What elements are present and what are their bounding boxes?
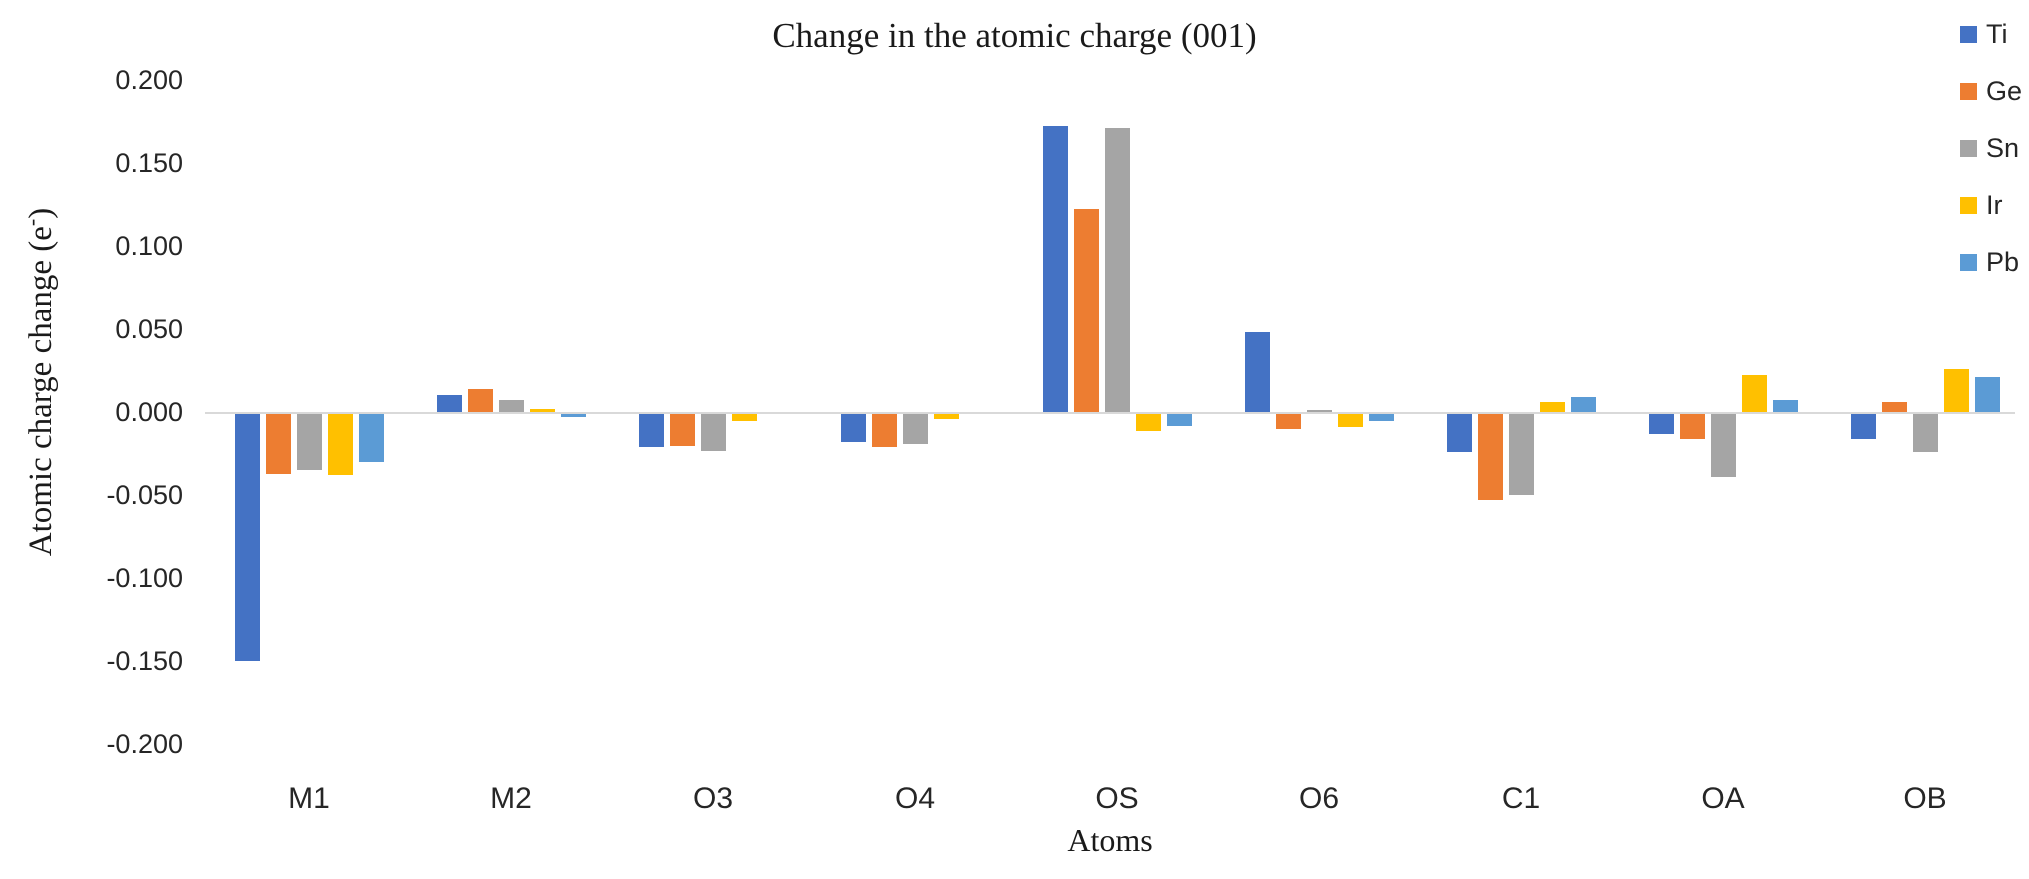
legend-swatch-icon [1960,139,1977,157]
bar-M2-Ge [468,389,493,412]
zero-axis-line [205,412,2015,414]
category-label-O6: O6 [1298,782,1340,815]
bar-C1-Ir [1540,402,1565,412]
category-label-OB: OB [1903,782,1947,815]
y-tick-label: 0.150 [115,148,183,178]
bar-O6-Sn [1307,410,1332,412]
bar-OS-Sn [1105,128,1130,412]
bar-O6-Ti [1245,332,1270,412]
bar-O3-Ir [732,414,757,421]
category-label-M1: M1 [288,782,330,815]
bar-OA-Ge [1680,414,1705,439]
bar-OA-Pb [1773,400,1798,412]
bar-OB-Ti [1851,414,1876,439]
bar-O4-Ge [872,414,897,447]
y-tick-label: -0.100 [106,563,183,593]
bar-M1-Sn [297,414,322,470]
bar-M1-Ti [235,414,260,661]
y-tick-label: -0.050 [106,480,183,510]
bar-M2-Ir [530,409,555,412]
category-label-M2: M2 [490,782,532,815]
bar-C1-Pb [1571,397,1596,412]
category-label-OS: OS [1095,782,1139,815]
legend-swatch-icon [1960,82,1977,100]
category-label-O3: O3 [692,782,734,815]
category-label-OA: OA [1701,782,1745,815]
bar-O3-Ti [639,414,664,447]
category-label-O4: O4 [894,782,936,815]
y-axis-title-close: ) [23,207,59,219]
bar-O6-Ge [1276,414,1301,429]
bar-O4-Sn [903,414,928,444]
bar-OA-Sn [1711,414,1736,477]
legend-item-Ir: Ir [1960,190,2003,220]
legend-label: Sn [1986,132,2020,163]
bar-O6-Ir [1338,414,1363,427]
y-tick-label: -0.200 [106,729,183,759]
legend-item-Ge: Ge [1960,76,2022,106]
bar-O3-Ge [670,414,695,446]
bar-M1-Ge [266,414,291,474]
bar-O4-Ti [841,414,866,442]
legend-swatch-icon [1960,196,1977,214]
bar-M2-Sn [499,400,524,412]
legend-swatch-icon [1960,253,1977,271]
y-axis-title-superscript: - [19,218,44,227]
bar-C1-Ge [1478,414,1503,500]
bar-OS-Pb [1167,414,1192,426]
bar-M2-Ti [437,395,462,412]
legend-item-Pb: Pb [1960,247,2019,277]
bar-O3-Sn [701,414,726,451]
bar-OA-Ti [1649,414,1674,434]
y-tick-label: 0.100 [115,231,183,261]
legend-swatch-icon [1960,25,1977,43]
category-label-C1: C1 [1501,782,1541,815]
bar-M1-Ir [328,414,353,475]
bar-OB-Sn [1913,414,1938,452]
legend-item-Sn: Sn [1960,133,2019,163]
bar-M1-Pb [359,414,384,462]
bar-O6-Pb [1369,414,1394,421]
legend-label: Ge [1986,75,2023,106]
y-tick-label: -0.150 [106,646,183,676]
bar-O4-Ir [934,414,959,419]
y-tick-label: 0.000 [115,397,183,427]
legend-item-Ti: Ti [1960,19,2008,49]
y-axis-title: Atomic charge change (e-) [19,157,59,607]
bar-C1-Ti [1447,414,1472,452]
bar-OB-Pb [1975,377,2000,412]
y-tick-label: 0.200 [115,65,183,95]
bar-OS-Ge [1074,209,1099,412]
bar-OB-Ge [1882,402,1907,412]
bar-M2-Pb [561,414,586,417]
legend-label: Ir [1986,189,2003,220]
x-axis-title: Atoms [1067,822,1153,858]
chart-title: Change in the atomic charge (001) [772,16,1257,55]
bar-C1-Sn [1509,414,1534,495]
bar-OS-Ir [1136,414,1161,431]
y-tick-label: 0.050 [115,314,183,344]
bar-OS-Ti [1043,126,1068,412]
legend-label: Ti [1986,18,2008,49]
legend-label: Pb [1986,246,2020,277]
bar-OB-Ir [1944,369,1969,412]
bar-OA-Ir [1742,375,1767,412]
